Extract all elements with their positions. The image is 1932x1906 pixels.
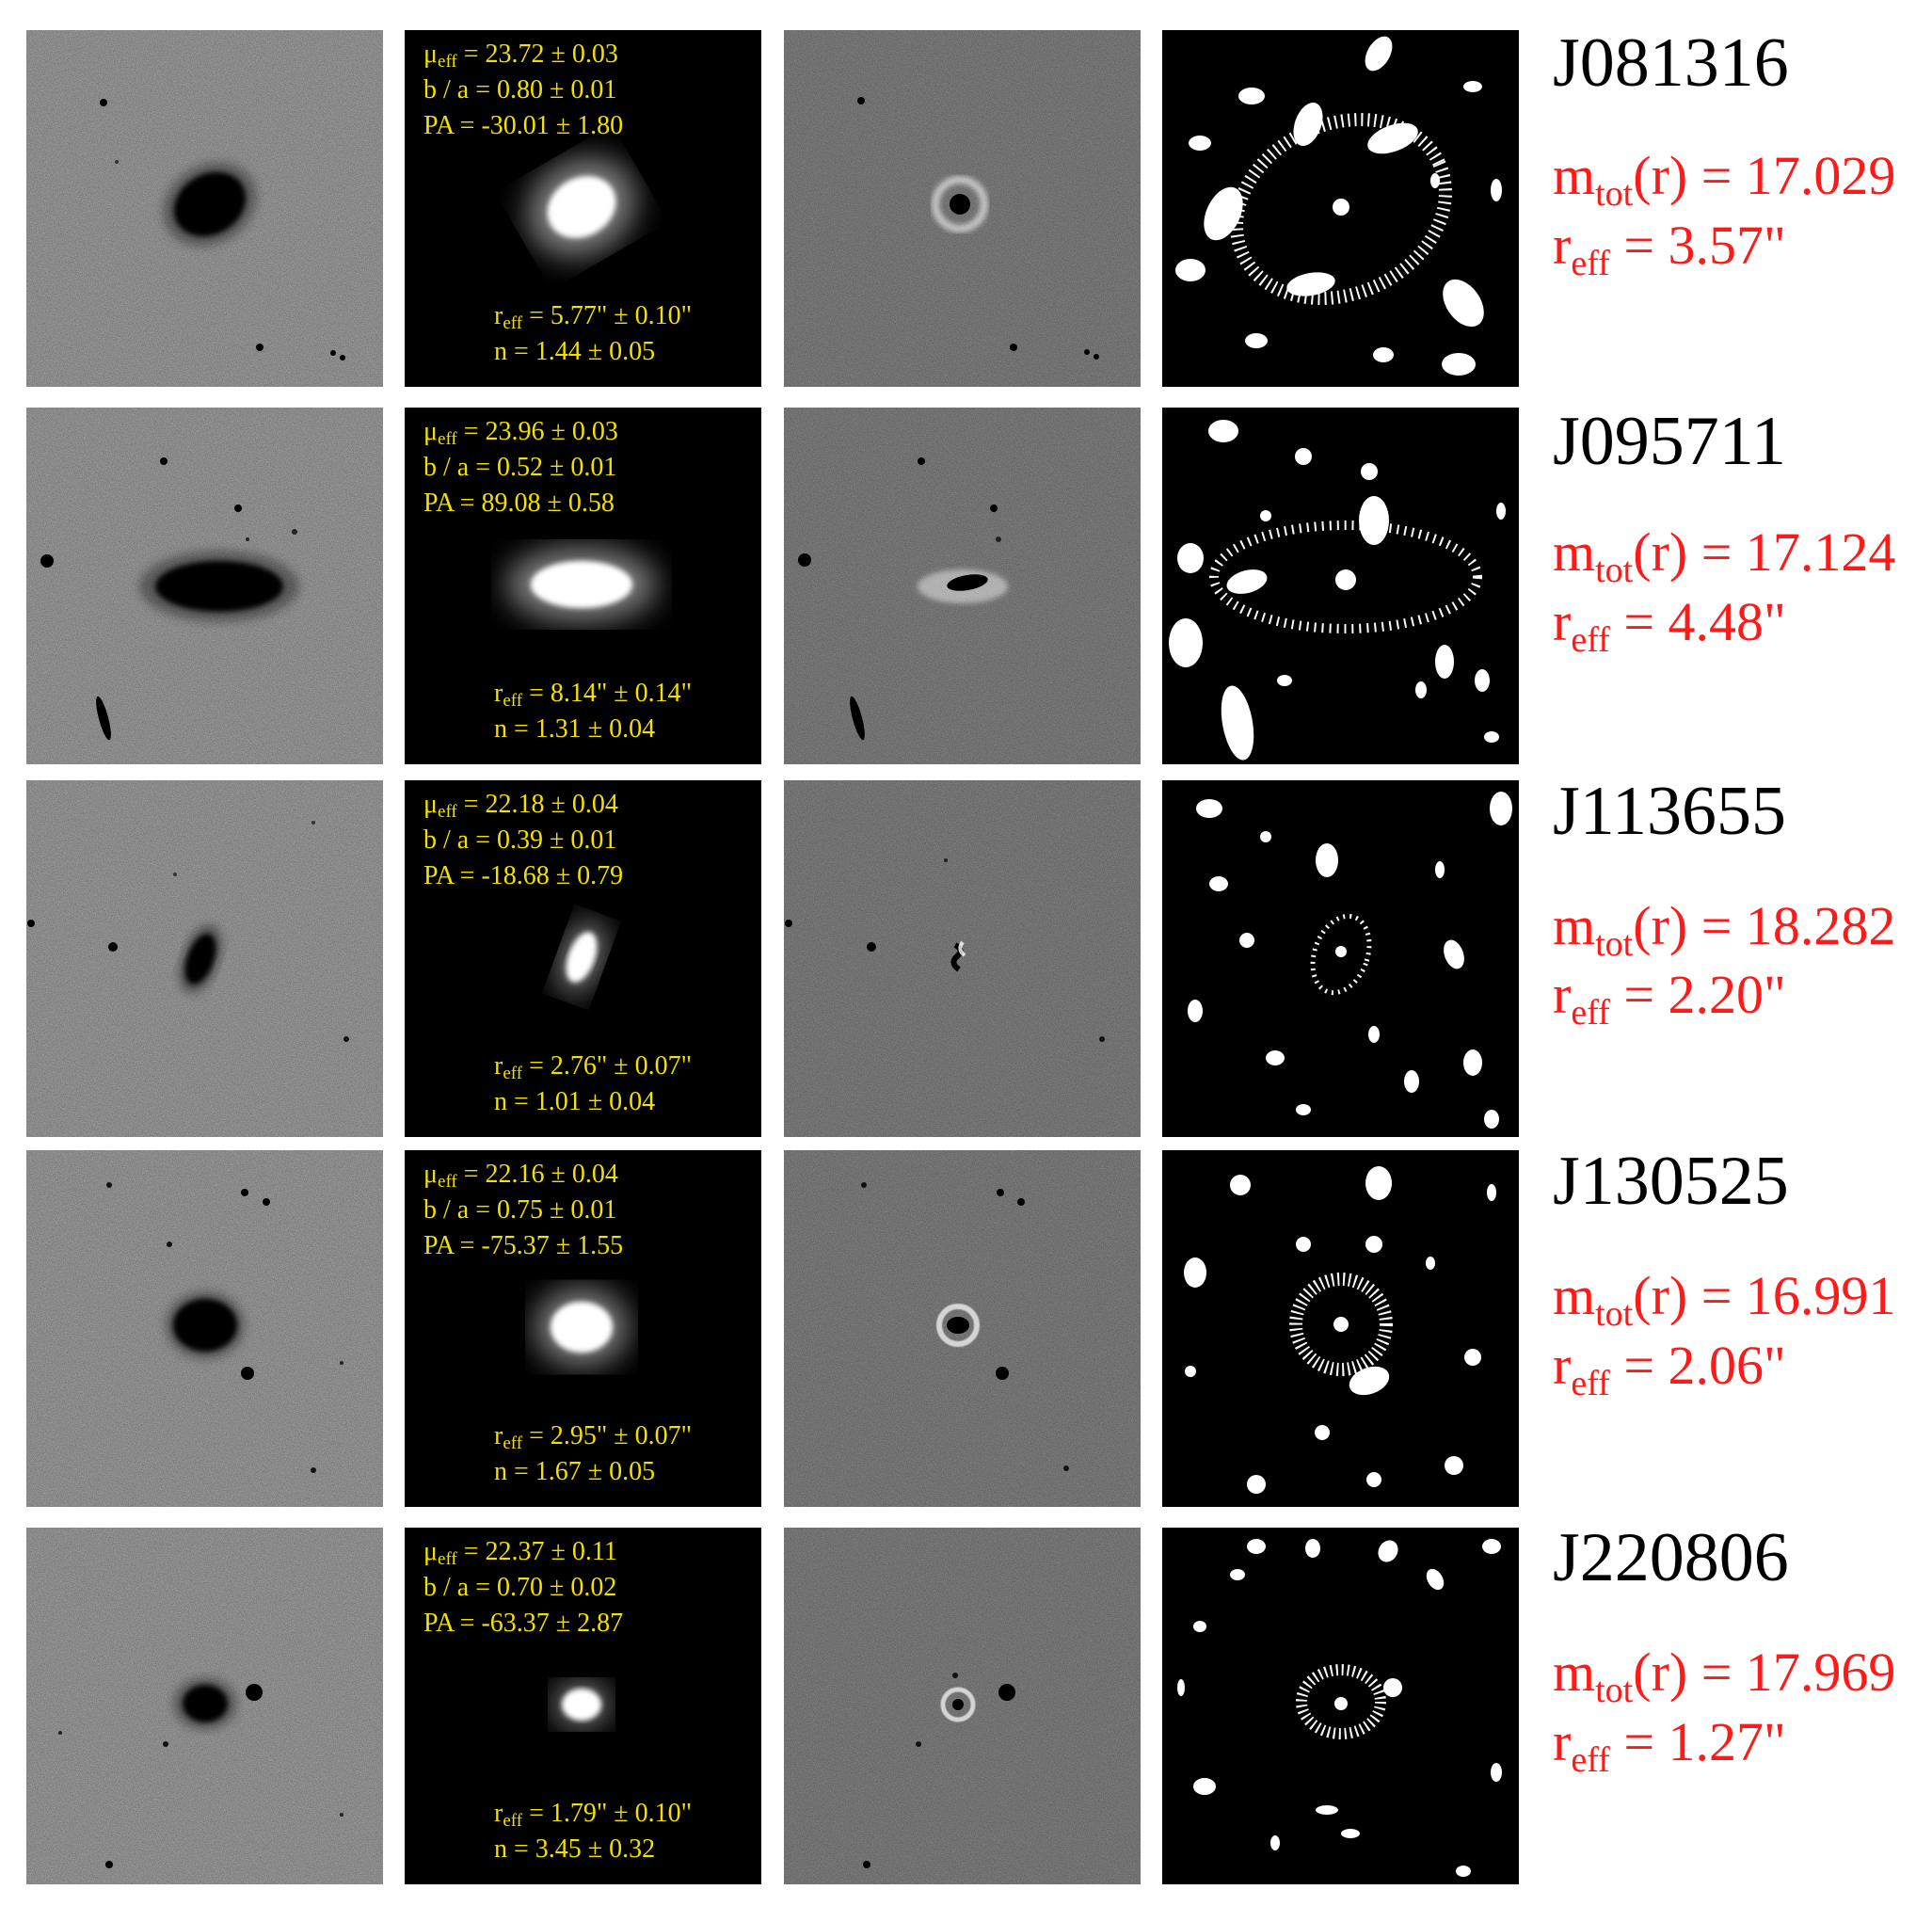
position-angle-label: PA = -30.01 ± 1.80 [423,111,624,140]
residual-panel-row1 [784,30,1141,387]
image-panel-row2 [26,408,383,764]
sersic-model-row4 [405,1150,761,1507]
mu-eff-label: μeff = 22.16 ± 0.04 [423,1160,618,1192]
mask-panel-row3 [1162,780,1519,1137]
mask-image-row1 [1162,30,1519,387]
mask-panel-row2 [1162,408,1519,764]
r-eff-fit-label: reff = 2.95" ± 0.07" [494,1421,693,1453]
r-eff-fit-label: reff = 2.76" ± 0.07" [494,1051,693,1083]
galaxy-image-row5 [26,1528,383,1884]
sersic-model-row1 [405,30,761,387]
axis-ratio-label: b / a = 0.75 ± 0.01 [423,1195,617,1225]
mu-eff-label: μeff = 22.18 ± 0.04 [423,790,618,822]
residual-panel-row3 [784,780,1141,1137]
effective-radius-row3: reff = 2.20" [1553,964,1786,1033]
model-panel-row4: μeff = 22.16 ± 0.04 b / a = 0.75 ± 0.01 … [405,1150,761,1507]
image-panel-row5 [26,1528,383,1884]
axis-ratio-label: b / a = 0.39 ± 0.01 [423,825,617,855]
mask-panel-row1 [1162,30,1519,387]
axis-ratio-label: b / a = 0.70 ± 0.02 [423,1573,617,1602]
model-panel-row5: μeff = 22.37 ± 0.11 b / a = 0.70 ± 0.02 … [405,1528,761,1884]
sersic-model-row5 [405,1528,761,1884]
image-panel-row3 [26,780,383,1137]
position-angle-label: PA = -18.68 ± 0.79 [423,861,624,890]
galaxy-image-row2 [26,408,383,764]
r-eff-fit-label: reff = 5.77" ± 0.10" [494,301,693,333]
total-magnitude-row3: mtot(r) = 18.282 [1553,895,1896,964]
position-angle-label: PA = -75.37 ± 1.55 [423,1231,624,1260]
residual-image-row3 [784,780,1141,1137]
galaxy-image-row1 [26,30,383,387]
r-eff-fit-label: reff = 8.14" ± 0.14" [494,679,693,711]
mu-eff-label: μeff = 22.37 ± 0.11 [423,1537,617,1569]
galaxy-name-row4: J130525 [1553,1143,1789,1220]
axis-ratio-label: b / a = 0.52 ± 0.01 [423,453,617,482]
galaxy-image-row4 [26,1150,383,1507]
effective-radius-row4: reff = 2.06" [1553,1335,1786,1403]
total-magnitude-row2: mtot(r) = 17.124 [1553,521,1896,590]
model-panel-row2: μeff = 23.96 ± 0.03 b / a = 0.52 ± 0.01 … [405,408,761,764]
total-magnitude-row1: mtot(r) = 17.029 [1553,145,1896,214]
sersic-index-label: n = 1.44 ± 0.05 [494,337,656,366]
mask-image-row5 [1162,1528,1519,1884]
galaxy-image-row3 [26,780,383,1137]
model-panel-row1: μeff = 23.72 ± 0.03 b / a = 0.80 ± 0.01 … [405,30,761,387]
total-magnitude-row4: mtot(r) = 16.991 [1553,1265,1896,1334]
residual-panel-row2 [784,408,1141,764]
image-panel-row1 [26,30,383,387]
model-panel-row3: μeff = 22.18 ± 0.04 b / a = 0.39 ± 0.01 … [405,780,761,1137]
galaxy-name-row1: J081316 [1553,24,1789,102]
axis-ratio-label: b / a = 0.80 ± 0.01 [423,75,617,104]
sersic-model-row3 [405,780,761,1137]
galaxy-name-row2: J095711 [1553,403,1787,480]
mask-panel-row4 [1162,1150,1519,1507]
mask-image-row4 [1162,1150,1519,1507]
sersic-index-label: n = 1.67 ± 0.05 [494,1457,656,1486]
residual-image-row4 [784,1150,1141,1507]
mask-image-row3 [1162,780,1519,1137]
effective-radius-row2: reff = 4.48" [1553,591,1786,660]
galaxy-name-row3: J113655 [1553,773,1787,850]
image-panel-row4 [26,1150,383,1507]
position-angle-label: PA = 89.08 ± 0.58 [423,489,615,518]
sersic-model-row2 [405,408,761,764]
mask-image-row2 [1162,408,1519,764]
effective-radius-row1: reff = 3.57" [1553,215,1786,283]
residual-panel-row4 [784,1150,1141,1507]
mu-eff-label: μeff = 23.72 ± 0.03 [423,40,618,72]
galaxy-name-row5: J220806 [1553,1519,1789,1596]
sersic-index-label: n = 3.45 ± 0.32 [494,1834,656,1864]
sersic-index-label: n = 1.31 ± 0.04 [494,714,656,744]
total-magnitude-row5: mtot(r) = 17.969 [1553,1642,1896,1710]
residual-image-row5 [784,1528,1141,1884]
residual-image-row1 [784,30,1141,387]
residual-image-row2 [784,408,1141,764]
effective-radius-row5: reff = 1.27" [1553,1711,1786,1780]
mask-panel-row5 [1162,1528,1519,1884]
mu-eff-label: μeff = 23.96 ± 0.03 [423,417,618,449]
position-angle-label: PA = -63.37 ± 2.87 [423,1609,624,1638]
r-eff-fit-label: reff = 1.79" ± 0.10" [494,1799,693,1831]
residual-panel-row5 [784,1528,1141,1884]
sersic-index-label: n = 1.01 ± 0.04 [494,1087,656,1116]
